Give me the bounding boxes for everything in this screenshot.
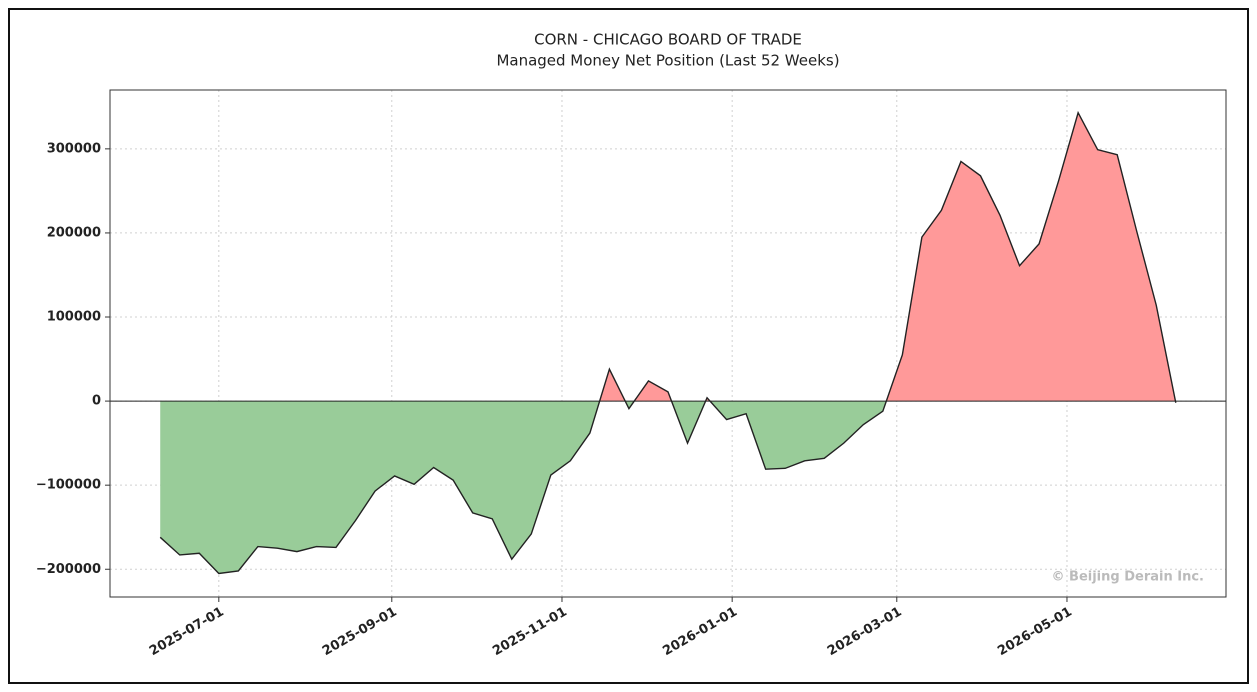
chart-subtitle: Managed Money Net Position (Last 52 Week… <box>496 52 839 70</box>
chart-title: CORN - CHICAGO BOARD OF TRADE <box>534 31 802 49</box>
series-line <box>159 110 1177 575</box>
y-tick-label: 300000 <box>47 141 101 156</box>
positive-area <box>599 112 1176 402</box>
y-tick-label: −100000 <box>36 478 101 493</box>
watermark: © Beijing Derain Inc. <box>1052 570 1204 585</box>
negative-area <box>160 401 1176 574</box>
y-tick-label: 0 <box>92 394 101 409</box>
y-tick-label: 100000 <box>47 310 101 325</box>
y-tick-label: −200000 <box>36 562 101 577</box>
plot-frame <box>109 89 1227 598</box>
y-tick-label: 200000 <box>47 225 101 240</box>
